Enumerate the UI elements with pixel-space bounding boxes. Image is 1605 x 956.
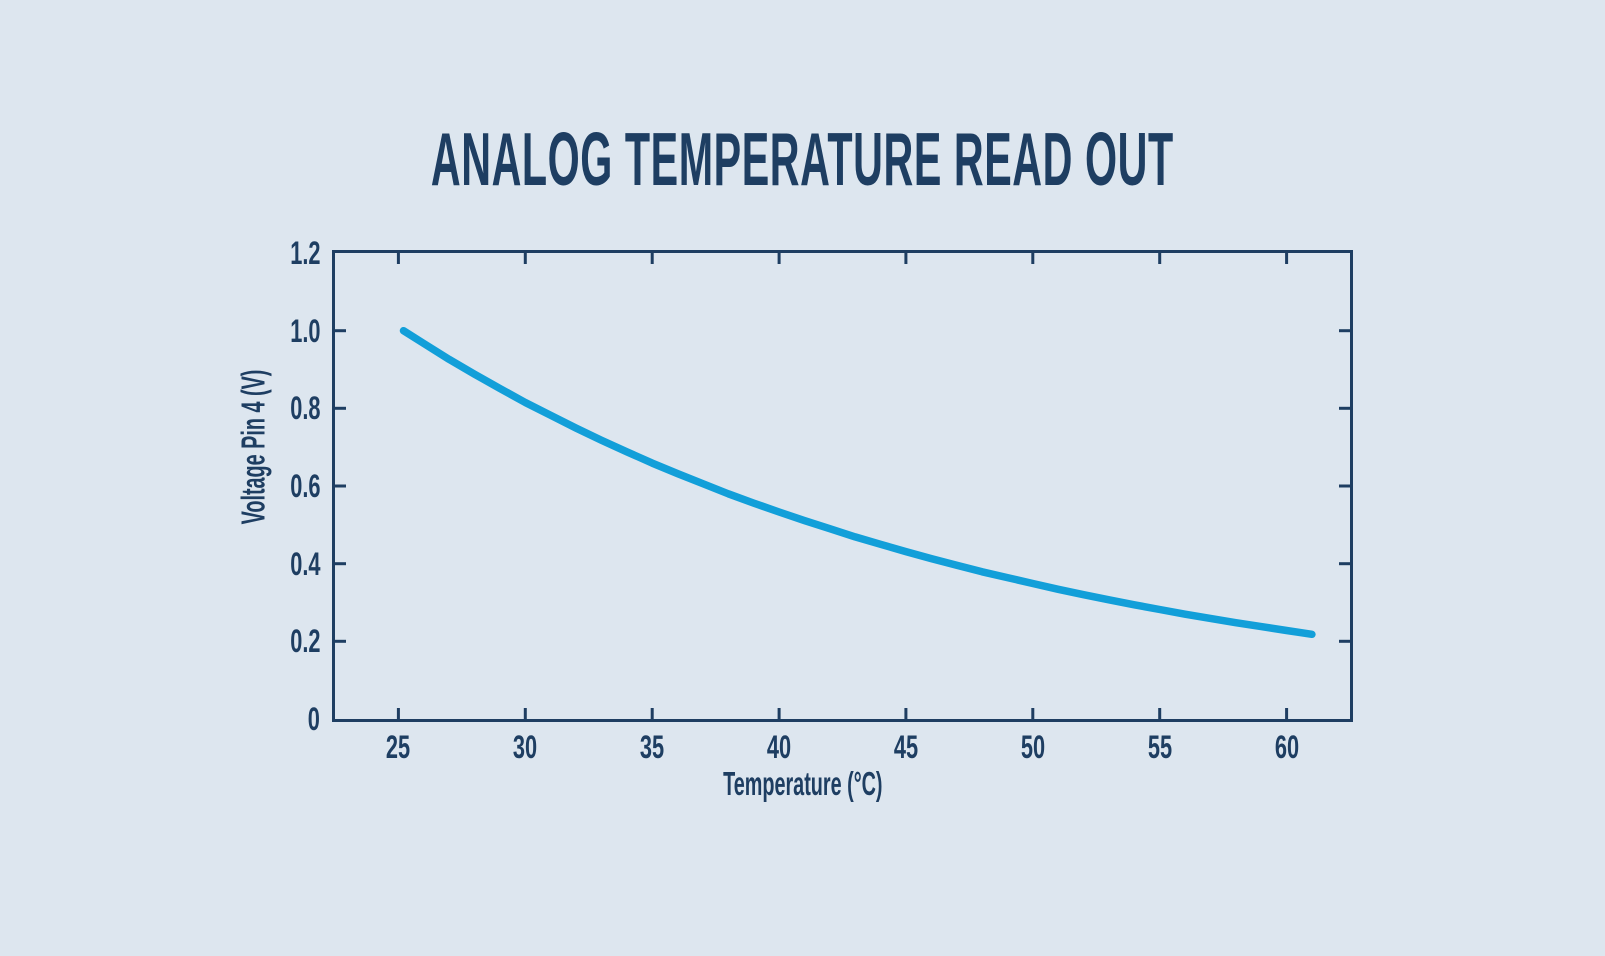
x-tick-label: 50 — [1020, 729, 1045, 765]
y-tick-label: 0 — [307, 701, 320, 737]
chart-title: ANALOG TEMPERATURE READ OUT — [0, 122, 1605, 197]
y-tick-label: 1.2 — [289, 235, 320, 271]
x-tick-label: 45 — [893, 729, 919, 765]
y-axis-title: Voltage Pin 4 (V) — [234, 369, 272, 525]
voltage-curve — [399, 326, 1316, 639]
x-tick-label: 25 — [386, 729, 411, 765]
x-tick-label: 60 — [1274, 729, 1299, 765]
x-tick-label: 35 — [640, 729, 665, 765]
plot-area — [332, 250, 1353, 722]
x-axis-title: Temperature (°C) — [722, 765, 883, 802]
x-tick-label: 40 — [766, 729, 792, 765]
plot-svg — [335, 253, 1350, 719]
y-tick-label: 1.0 — [289, 312, 320, 349]
y-tick-label: 0.6 — [289, 468, 320, 504]
y-tick-label: 0.2 — [289, 623, 320, 660]
chart-title-text: ANALOG TEMPERATURE READ OUT — [431, 117, 1174, 201]
y-tick-label: 0.4 — [289, 545, 320, 582]
x-tick-label: 55 — [1147, 729, 1172, 765]
x-tick-label: 30 — [513, 729, 538, 765]
y-tick-label: 0.8 — [289, 390, 320, 427]
